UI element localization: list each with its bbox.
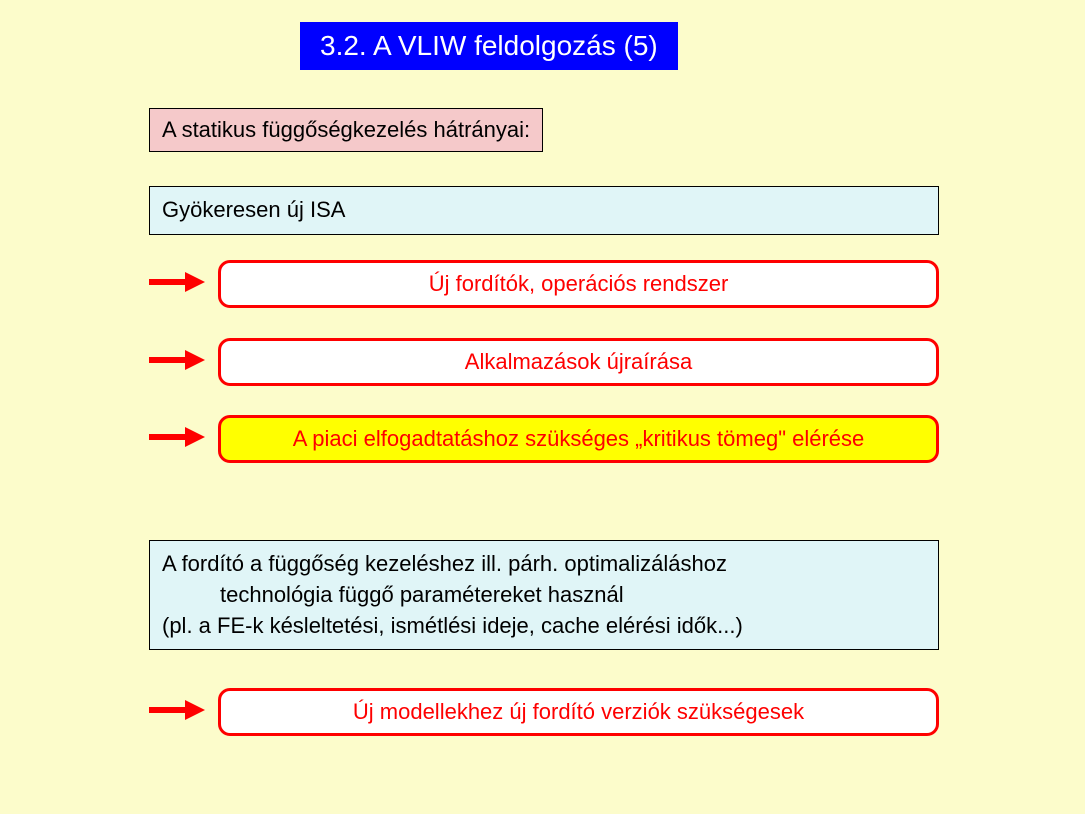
callout-apps-rewrite: Alkalmazások újraírása (218, 338, 939, 386)
info-line-3: (pl. a FE-k késleltetési, ismétlési idej… (162, 613, 743, 638)
info-line-2: technológia függő paramétereket használ (162, 580, 926, 611)
callout-new-compiler-versions: Új modellekhez új fordító verziók szüksé… (218, 688, 939, 736)
callout-critical-mass: A piaci elfogadtatáshoz szükséges „kriti… (218, 415, 939, 463)
arrow-icon (149, 272, 205, 292)
arrow-icon (149, 427, 205, 447)
subtitle-box: A statikus függőségkezelés hátrányai: (149, 108, 543, 152)
info-box-compiler-params: A fordító a függőség kezeléshez ill. pár… (149, 540, 939, 650)
info-box-isa: Gyökeresen új ISA (149, 186, 939, 235)
slide-title: 3.2. A VLIW feldolgozás (5) (300, 22, 678, 70)
arrow-icon (149, 700, 205, 720)
info-line-1: A fordító a függőség kezeléshez ill. pár… (162, 551, 727, 576)
callout-compilers: Új fordítók, operációs rendszer (218, 260, 939, 308)
arrow-icon (149, 350, 205, 370)
